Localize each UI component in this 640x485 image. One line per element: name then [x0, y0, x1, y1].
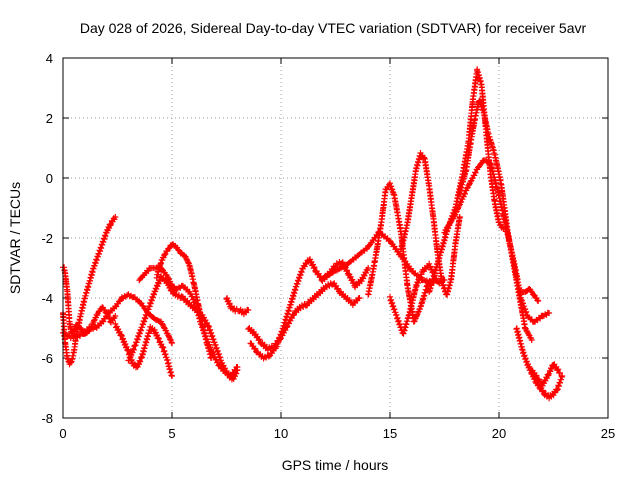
series-9 — [245, 280, 363, 354]
series-18 — [513, 325, 566, 402]
x-tick-label: 10 — [274, 426, 288, 441]
y-axis-label: SDTVAR / TECUs — [7, 182, 23, 294]
series-10 — [247, 256, 372, 362]
y-tick-label: -4 — [41, 291, 53, 306]
x-tick-label: 20 — [492, 426, 506, 441]
series-markers — [426, 66, 507, 295]
series-markers — [513, 325, 566, 402]
series-17 — [456, 97, 535, 343]
y-tick-label: -2 — [41, 231, 53, 246]
plot-frame — [62, 57, 609, 419]
series-markers — [153, 241, 215, 361]
series-6 — [136, 264, 241, 380]
series-markers — [528, 361, 563, 389]
data-series — [60, 66, 566, 402]
series-markers — [136, 264, 241, 380]
ticks: 0 5 10 15 20 25 -8 -6 -4 -2 0 2 4 — [41, 51, 615, 441]
series-markers — [387, 260, 448, 337]
x-tick-label: 0 — [59, 426, 66, 441]
y-tick-label: 2 — [46, 111, 53, 126]
series-7 — [153, 241, 215, 361]
series-5 — [125, 273, 241, 383]
series-markers — [247, 256, 372, 362]
series-markers — [245, 280, 363, 354]
x-tick-label: 25 — [601, 426, 615, 441]
x-tick-label: 5 — [168, 426, 175, 441]
series-markers — [517, 286, 542, 304]
series-markers — [397, 150, 463, 298]
series-1 — [60, 214, 119, 368]
y-tick-label: -8 — [41, 411, 53, 426]
y-tick-label: 4 — [46, 51, 53, 66]
series-markers — [456, 97, 535, 343]
series-13 — [387, 260, 448, 337]
series-19 — [528, 361, 563, 389]
series-20 — [517, 286, 542, 304]
series-8 — [223, 295, 252, 318]
y-tick-label: 0 — [46, 171, 53, 186]
chart-title: Day 028 of 2026, Sidereal Day-to-day VTE… — [80, 20, 587, 36]
series-15 — [426, 66, 507, 295]
series-markers — [60, 214, 119, 368]
y-tick-label: -6 — [41, 351, 53, 366]
series-14 — [397, 150, 463, 298]
series-markers — [223, 295, 252, 318]
series-markers — [125, 273, 241, 383]
x-axis-label: GPS time / hours — [282, 457, 389, 473]
x-tick-label: 15 — [383, 426, 397, 441]
